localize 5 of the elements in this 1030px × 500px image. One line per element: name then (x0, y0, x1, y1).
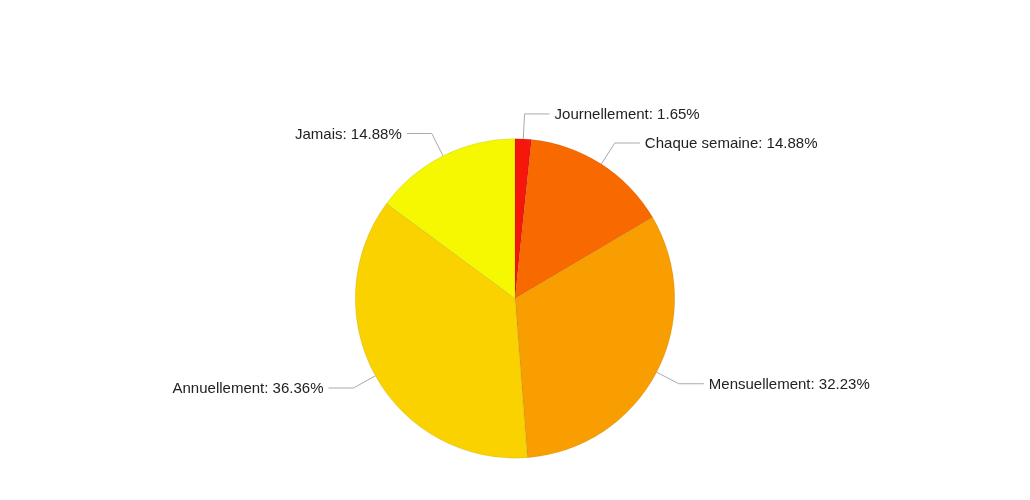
slice-label: Chaque semaine: 14.88% (644, 134, 818, 152)
slice-label: Annuellement: 36.36% (172, 379, 324, 397)
slice-label: Jamais: 14.88% (295, 125, 402, 142)
slice-label: Journellement: 1.65% (554, 105, 700, 123)
slice-label: Mensuellement: 32.23% (708, 375, 870, 393)
